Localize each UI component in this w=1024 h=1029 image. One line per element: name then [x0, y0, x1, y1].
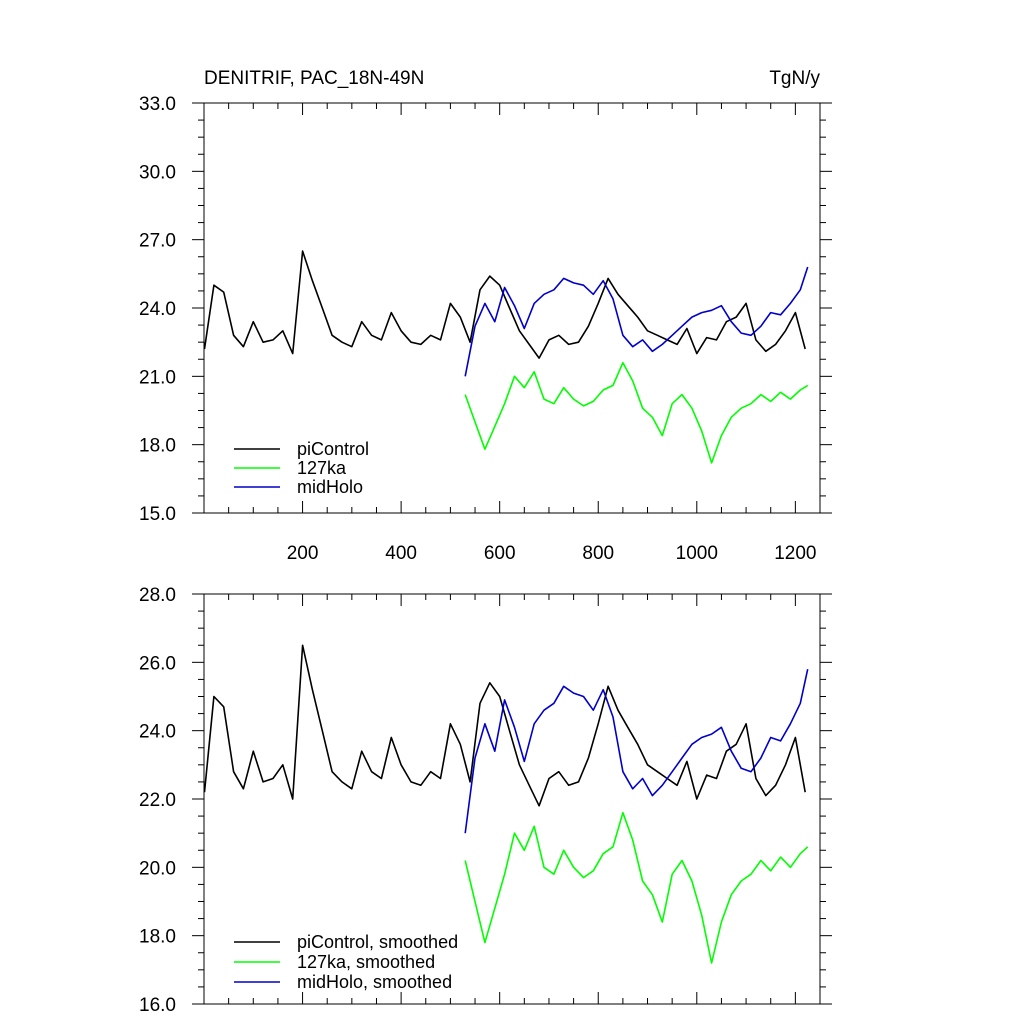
- bottom-y-tick-label: 20.0: [139, 858, 176, 879]
- top-panel-frame: [203, 102, 821, 514]
- top-series-line-0: [203, 250, 806, 359]
- top-series-line-2: [464, 266, 809, 377]
- top-panel-title: DENITRIF, PAC_18N-49N: [204, 68, 424, 89]
- bottom-y-tick-label: 22.0: [139, 790, 176, 811]
- top-panel-ticks: 200 400 600 800 1000 1200 15.0 18.0 21.0 24.0 27.0…: [139, 94, 832, 564]
- bottom-panel-ticks: 16.0 18.0 20.0 22.0 24.0 26.0 28.0: [139, 585, 832, 1016]
- top-x-tick-label: 600: [484, 543, 516, 564]
- bottom-panel: 16.0 18.0 20.0 22.0 24.0 26.0 28.0 piControl, …: [139, 585, 832, 1016]
- top-y-tick-label: 30.0: [139, 162, 176, 183]
- bottom-panel-frame: [203, 593, 821, 1005]
- top-y-tick-label: 15.0: [139, 504, 176, 525]
- bottom-y-tick-label: 28.0: [139, 585, 176, 606]
- bottom-y-tick-label: 18.0: [139, 927, 176, 948]
- bottom-series-line-2: [464, 669, 809, 834]
- top-panel-units: TgN/y: [769, 68, 820, 89]
- top-x-tick-label: 200: [287, 543, 319, 564]
- bottom-y-tick-label: 16.0: [139, 995, 176, 1016]
- top-x-tick-label: 1000: [676, 543, 718, 564]
- top-x-tick-label: 800: [582, 543, 614, 564]
- bottom-y-tick-label: 24.0: [139, 722, 176, 743]
- top-legend-label: piControl: [297, 439, 369, 459]
- top-y-tick-label: 18.0: [139, 436, 176, 457]
- bottom-y-tick-label: 26.0: [139, 653, 176, 674]
- bottom-series-line-0: [203, 644, 806, 807]
- top-series-line-1: [464, 361, 809, 464]
- top-y-tick-label: 24.0: [139, 299, 176, 320]
- top-y-tick-label: 33.0: [139, 94, 176, 115]
- top-x-tick-label: 1200: [774, 543, 816, 564]
- top-x-tick-label: 400: [385, 543, 417, 564]
- bottom-legend-label: piControl, smoothed: [297, 932, 458, 952]
- top-panel-series: [203, 250, 809, 464]
- bottom-series-line-1: [464, 811, 809, 964]
- top-legend-label: 127ka: [297, 458, 347, 478]
- bottom-panel-series: [203, 644, 809, 964]
- top-y-tick-label: 27.0: [139, 231, 176, 252]
- top-panel: DENITRIF, PAC_18N-49N TgN/y 200 400 600 800…: [139, 68, 832, 564]
- top-y-tick-label: 21.0: [139, 367, 176, 388]
- bottom-legend-label: midHolo, smoothed: [297, 972, 452, 992]
- top-legend-label: midHolo: [297, 477, 363, 497]
- bottom-legend-label: 127ka, smoothed: [297, 952, 435, 972]
